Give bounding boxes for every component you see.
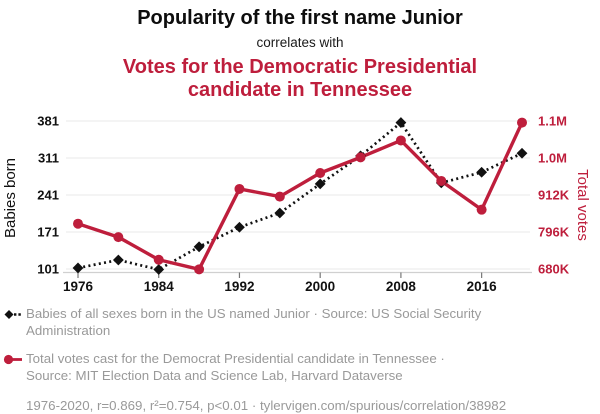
x-tick-label: 2000 (305, 279, 335, 294)
votes-data-point (355, 152, 366, 163)
x-tick-label: 2016 (467, 279, 498, 294)
votes-data-point (274, 191, 285, 202)
right-axis-title: Total votes (574, 169, 591, 241)
connector-text: correlates with (256, 35, 344, 50)
babies-data-point (112, 254, 124, 266)
legend-label-babies: Babies of all sexes born in the US named… (26, 306, 482, 338)
babies-data-point (153, 264, 165, 275)
left-y-tick-label: 171 (37, 225, 59, 240)
x-tick-label: 1992 (224, 279, 254, 294)
babies-data-point (72, 262, 84, 274)
votes-data-point (113, 232, 124, 243)
x-tick-label: 1984 (144, 279, 175, 294)
legend-item-votes: Total votes cast for the Democrat Presid… (3, 350, 590, 384)
votes-series-line (77, 121, 524, 272)
babies-data-point (516, 147, 528, 159)
votes-data-point (517, 117, 527, 128)
left-y-tick-label: 241 (37, 188, 59, 203)
legend-label-votes: Total votes cast for the Democrat Presid… (26, 351, 445, 383)
babies-series-line (77, 120, 523, 271)
x-tick-label: 2008 (386, 279, 417, 294)
babies-data-point (274, 207, 286, 219)
babies-data-point (395, 117, 407, 128)
babies-data-point (314, 178, 326, 190)
babies-data-point (234, 221, 245, 233)
subtitle: Votes for the Democratic Presidential ca… (122, 56, 478, 101)
babies-data-point (193, 241, 205, 253)
votes-data-point (153, 254, 164, 265)
left-y-tick-label: 381 (37, 114, 59, 129)
votes-data-point (315, 167, 326, 178)
left-y-tick-label: 311 (38, 151, 59, 166)
right-y-tick-label: 912K (538, 188, 570, 203)
votes-data-point (194, 264, 205, 275)
votes-data-point (234, 183, 245, 194)
legend: Babies of all sexes born in the US named… (0, 299, 600, 414)
votes-data-point (476, 204, 487, 215)
x-tick-label: 1976 (63, 279, 94, 294)
stats-footnote: 1976-2020, r=0.869, r²=0.754, p<0.01 · t… (26, 398, 507, 413)
right-y-tick-label: 1.1M (538, 114, 567, 129)
black-dashed-diamond-series-icon (3, 308, 22, 326)
header: Popularity of the first name Junior corr… (0, 0, 600, 102)
chart: 101 171 241 311 381 680K 796K 912K 1.0M 1.1M 1976 1… (0, 103, 600, 299)
page-title: Popularity of the first name Junior (137, 7, 463, 29)
right-y-tick-label: 796K (538, 225, 570, 240)
right-y-tick-label: 680K (538, 262, 570, 277)
votes-data-point (73, 218, 83, 229)
legend-item-babies: Babies of all sexes born in the US named… (3, 305, 590, 339)
right-y-tick-label: 1.0M (538, 151, 567, 166)
chart-svg: 101 171 241 311 381 680K 796K 912K 1.0M 1.1M 1976 1… (2, 114, 591, 295)
left-axis-title: Babies born (2, 158, 19, 238)
left-y-tick-label: 101 (37, 262, 59, 277)
babies-data-point (476, 166, 488, 178)
votes-data-point (436, 175, 447, 186)
votes-data-point (395, 135, 406, 146)
red-solid-circle-series-icon (3, 353, 22, 371)
